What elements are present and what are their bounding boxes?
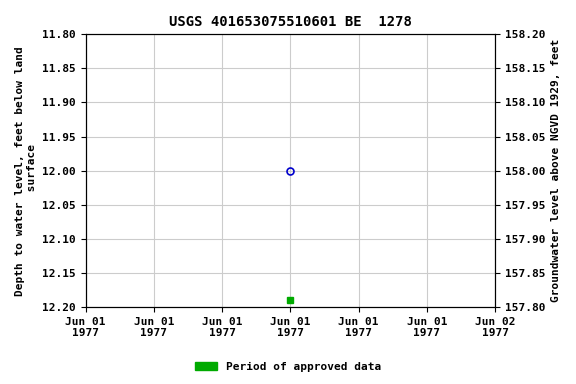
Title: USGS 401653075510601 BE  1278: USGS 401653075510601 BE 1278 — [169, 15, 412, 29]
Y-axis label: Groundwater level above NGVD 1929, feet: Groundwater level above NGVD 1929, feet — [551, 39, 561, 302]
Y-axis label: Depth to water level, feet below land
 surface: Depth to water level, feet below land su… — [15, 46, 37, 296]
Legend: Period of approved data: Period of approved data — [191, 358, 385, 377]
